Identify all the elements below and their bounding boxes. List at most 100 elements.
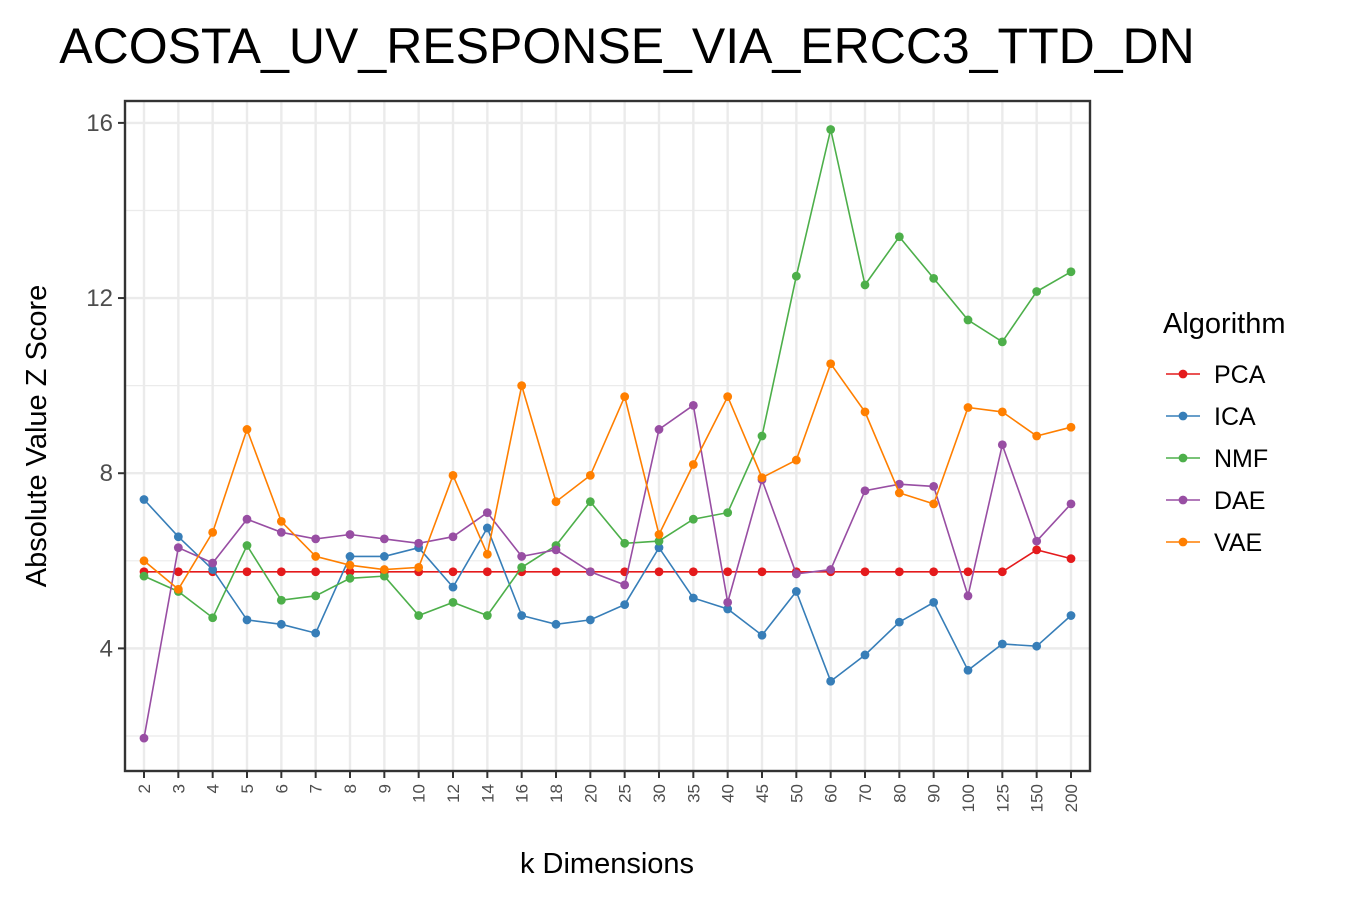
data-point-dae [723, 598, 733, 607]
data-point-vae [654, 530, 664, 539]
data-point-ica [517, 611, 527, 620]
data-point-pca [173, 567, 183, 577]
data-point-dae [482, 508, 492, 518]
data-point-dae [242, 514, 252, 524]
data-point-pca [551, 567, 561, 577]
data-point-ica [654, 543, 664, 553]
y-tick-label: 12 [86, 285, 113, 312]
series-line-dae [143, 403, 1072, 739]
data-point-nmf [345, 573, 355, 583]
data-point-vae [345, 560, 355, 570]
data-point-nmf [139, 571, 149, 581]
x-tick-label: 200 [1062, 784, 1081, 812]
data-point-ica [963, 665, 973, 675]
data-point-dae [997, 440, 1007, 450]
data-point-dae [448, 532, 458, 542]
data-point-ica [1032, 641, 1042, 651]
data-point-nmf [620, 538, 630, 548]
x-tick-label: 12 [444, 784, 463, 803]
data-point-dae [517, 552, 527, 561]
data-point-ica [173, 532, 183, 542]
data-point-dae [311, 534, 321, 544]
data-point-ica [448, 582, 458, 592]
data-point-pca [276, 567, 286, 577]
data-point-vae [517, 381, 527, 391]
data-point-dae [379, 534, 389, 544]
x-tick-label: 100 [959, 784, 978, 812]
x-tick-label: 5 [238, 784, 257, 793]
data-point-nmf [379, 571, 389, 581]
data-point-pca [757, 567, 767, 577]
data-point-vae [1032, 431, 1042, 441]
data-point-dae [1066, 499, 1076, 509]
data-point-vae [414, 562, 424, 572]
legend-item-ica: ICA [1166, 403, 1256, 431]
data-point-ica [1066, 611, 1076, 620]
data-point-ica [311, 628, 321, 638]
series-line-pca [144, 549, 1072, 573]
data-point-pca [242, 567, 252, 577]
data-point-nmf [517, 562, 527, 572]
data-point-dae [860, 486, 870, 496]
x-tick-label: 7 [307, 784, 326, 793]
data-point-pca [311, 567, 321, 577]
data-point-vae [997, 407, 1007, 417]
data-point-ica [345, 552, 355, 561]
data-point-dae [620, 580, 630, 590]
x-tick-label: 9 [375, 784, 394, 793]
data-point-nmf [276, 595, 286, 605]
legend-item-pca: PCA [1166, 361, 1266, 389]
data-point-ica [139, 495, 149, 504]
data-point-nmf [963, 315, 973, 325]
legend-item-dae: DAE [1166, 487, 1265, 515]
data-point-ica [894, 617, 904, 627]
data-point-ica [929, 598, 939, 607]
panel-border [123, 99, 1092, 773]
data-point-nmf [1032, 287, 1042, 296]
x-tick-label: 60 [822, 784, 841, 803]
y-tick-label: 8 [100, 460, 113, 487]
data-point-vae [723, 392, 733, 401]
y-tick-label: 4 [100, 635, 113, 662]
x-tick-label: 90 [925, 784, 944, 803]
data-point-vae [379, 565, 389, 574]
x-tick-label: 50 [787, 784, 806, 803]
legend-label-vae: VAE [1214, 529, 1262, 557]
data-point-dae [826, 565, 836, 574]
data-point-ica [723, 604, 733, 614]
legend-key-point-dae [1178, 495, 1188, 505]
data-point-ica [688, 593, 698, 603]
series-vae [139, 359, 1076, 594]
data-point-nmf [997, 337, 1007, 347]
legend-item-vae: VAE [1166, 529, 1262, 557]
x-tick-label: 35 [684, 784, 703, 803]
legend-label-nmf: NMF [1214, 445, 1268, 473]
data-point-ica [826, 676, 836, 686]
data-point-nmf [894, 232, 904, 242]
data-point-pca [1066, 554, 1076, 564]
data-point-pca [894, 567, 904, 577]
x-tick-label: 20 [581, 784, 600, 803]
data-point-vae [448, 471, 458, 480]
series-ica [139, 495, 1076, 686]
data-point-pca [723, 567, 733, 577]
legend: Algorithm PCA ICA NMF DAE VAE [1163, 308, 1286, 557]
data-point-pca [482, 567, 492, 577]
data-point-vae [791, 455, 801, 465]
series-layer [139, 125, 1076, 743]
data-point-pca [997, 567, 1007, 577]
data-point-pca [963, 567, 973, 577]
data-point-vae [929, 499, 939, 509]
data-point-ica [620, 600, 630, 609]
data-point-vae [826, 359, 836, 369]
data-point-ica [482, 523, 492, 533]
data-point-ica [276, 619, 286, 629]
x-tick-label: 25 [616, 784, 635, 803]
data-point-dae [276, 527, 286, 537]
data-point-vae [620, 392, 630, 401]
data-point-vae [482, 549, 492, 559]
data-point-nmf [929, 273, 939, 283]
x-tick-label: 125 [993, 784, 1012, 812]
legend-label-dae: DAE [1214, 487, 1265, 515]
